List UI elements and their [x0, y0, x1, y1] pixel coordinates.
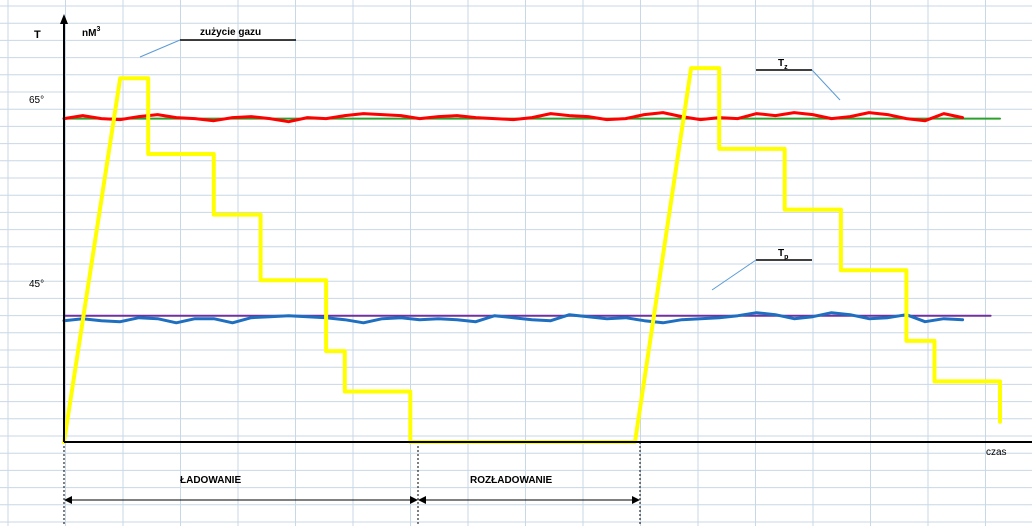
tz-annotation-label: Tz [778, 58, 788, 71]
tp-annotation-label: Tp [778, 248, 788, 261]
series-line-tz [62, 111, 965, 124]
phase-label-unloading: ROZŁADOWANIE [470, 475, 553, 486]
series-layer [62, 66, 1002, 444]
gas-annotation-leader [139, 39, 181, 58]
y-tick-65: 65° [29, 95, 44, 106]
x-axis-label: czas [986, 447, 1007, 458]
phase-markers [63, 442, 641, 526]
y-tick-45: 45° [29, 279, 44, 290]
y-axis-right-label: nM3 [82, 26, 100, 39]
y-axis-left-label: T [34, 29, 41, 41]
phase-arrow-head [418, 496, 426, 504]
phase-arrow-head [64, 496, 72, 504]
phase-arrow-head [410, 496, 418, 504]
series-line-gas [62, 66, 1002, 444]
phase-arrow-head [632, 496, 640, 504]
phase-label-loading: ŁADOWANIE [180, 475, 241, 486]
series-line-tp [62, 311, 965, 325]
tz-annotation-leader [811, 69, 841, 101]
tp-annotation-leader [711, 259, 757, 291]
y-axis-arrow [60, 14, 68, 24]
gas-annotation-label: zużycie gazu [200, 27, 261, 38]
